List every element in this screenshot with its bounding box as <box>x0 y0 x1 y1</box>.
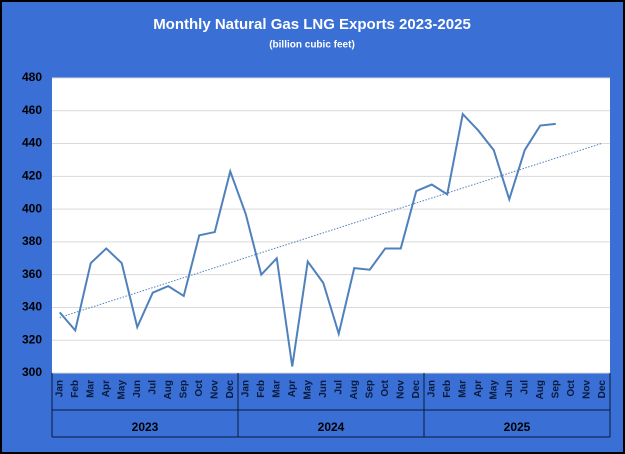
x-tick-label: Jun <box>504 380 515 398</box>
x-tick-label: May <box>488 380 499 400</box>
y-tick-label: 340 <box>22 300 42 314</box>
x-tick-label: Jul <box>333 380 344 395</box>
x-tick-label: Oct <box>566 379 577 396</box>
y-tick-label: 440 <box>22 136 42 150</box>
y-tick-label: 400 <box>22 201 42 215</box>
x-tick-label: Jun <box>132 380 143 398</box>
x-tick-label: Apr <box>473 380 484 397</box>
y-tick-label: 320 <box>22 332 42 346</box>
plot-area <box>52 78 610 373</box>
x-tick-label: Oct <box>194 379 205 396</box>
x-tick-label: Jan <box>54 380 65 397</box>
x-tick-label: May <box>116 380 127 400</box>
x-tick-label: Dec <box>597 380 608 399</box>
x-tick-label: Jul <box>519 380 530 395</box>
x-tick-label: Dec <box>411 380 422 399</box>
y-tick-label: 380 <box>22 234 42 248</box>
x-tick-label: Nov <box>581 380 592 399</box>
x-tick-label: Sep <box>178 380 189 398</box>
x-tick-label: Apr <box>101 380 112 397</box>
group-label: 2024 <box>318 420 345 434</box>
y-tick-label: 460 <box>22 103 42 117</box>
trendline <box>59 142 603 318</box>
x-tick-label: May <box>302 380 313 400</box>
x-tick-label: Feb <box>70 380 81 398</box>
x-tick-label: Mar <box>457 380 468 398</box>
data-line <box>58 111 556 367</box>
x-tick-label: Nov <box>395 380 406 399</box>
x-tick-label: Dec <box>225 380 236 399</box>
x-tick-label: Feb <box>256 380 267 398</box>
x-tick-label: Oct <box>380 379 391 396</box>
group-label: 2025 <box>504 420 531 434</box>
y-tick-label: 360 <box>22 267 42 281</box>
chart-title: Monthly Natural Gas LNG Exports 2023-202… <box>153 16 471 33</box>
chart-subtitle: (billion cubic feet) <box>269 40 355 51</box>
x-tick-label: Jul <box>147 380 158 395</box>
x-tick-label: Jan <box>240 380 251 397</box>
x-tick-label: Jun <box>318 380 329 398</box>
x-tick-label: Apr <box>287 380 298 397</box>
group-label: 2023 <box>132 420 159 434</box>
x-tick-label: Aug <box>535 380 546 399</box>
x-tick-label: Sep <box>550 380 561 398</box>
x-tick-label: Mar <box>85 380 96 398</box>
x-tick-label: Sep <box>364 380 375 398</box>
y-tick-label: 420 <box>22 169 42 183</box>
x-tick-label: Aug <box>349 380 360 399</box>
x-tick-label: Aug <box>163 380 174 399</box>
x-tick-label: Nov <box>209 380 220 399</box>
y-tick-label: 300 <box>22 365 42 379</box>
x-tick-label: Jan <box>426 380 437 397</box>
x-tick-label: Feb <box>442 380 453 398</box>
x-tick-label: Mar <box>271 380 282 398</box>
y-tick-label: 480 <box>22 70 42 84</box>
